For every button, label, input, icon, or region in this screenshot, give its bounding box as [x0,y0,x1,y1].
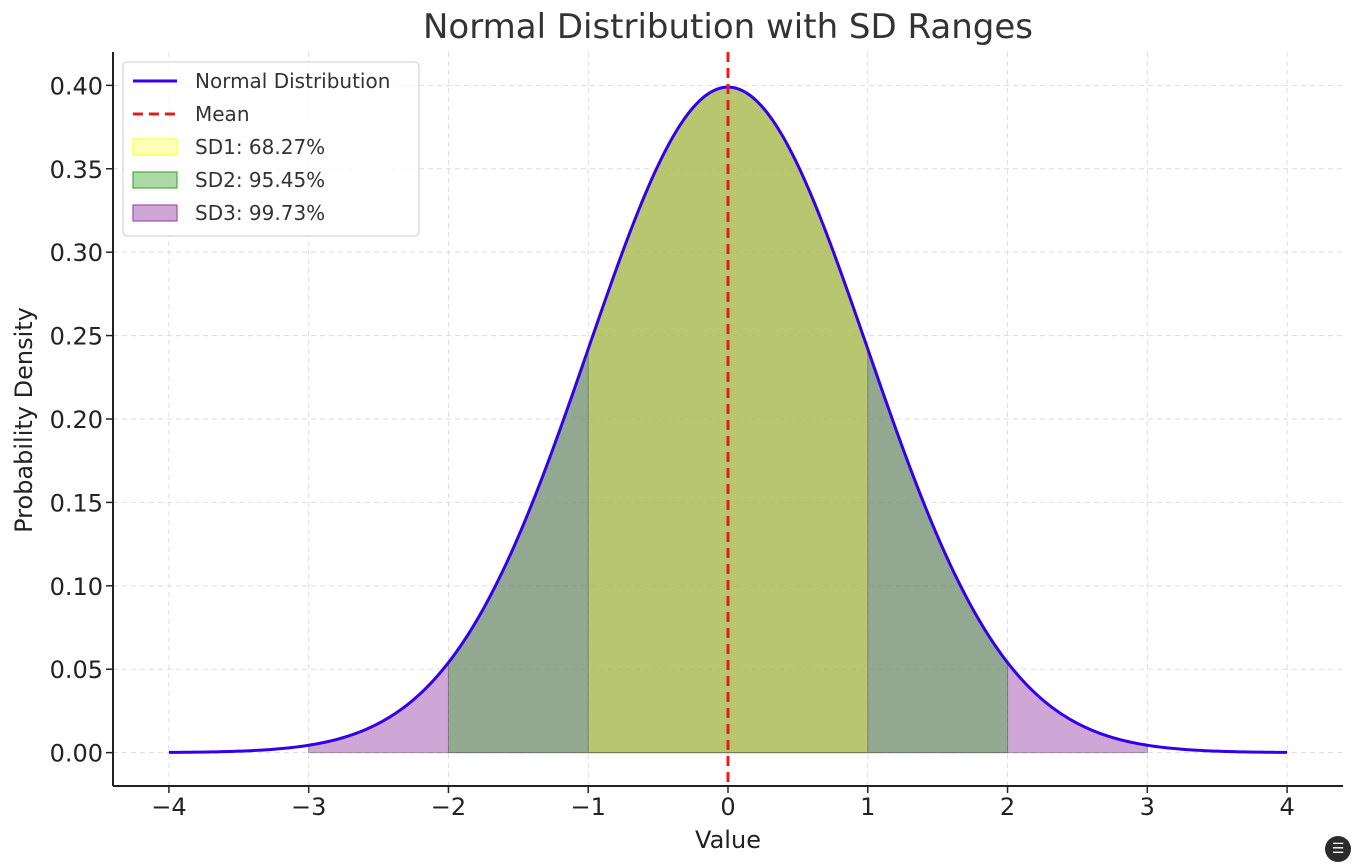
legend-item: Mean [133,102,250,126]
legend-box [122,61,420,237]
x-axis-label: Value [695,826,761,854]
y-tick-label: 0.15 [50,489,103,517]
y-tick-label: 0.20 [50,406,103,434]
chart-title: Normal Distribution with SD Ranges [423,7,1033,47]
legend: Normal Distribution Mean SD1: 68.27% SD2: 9… [122,61,420,237]
y-tick-label: 0.25 [50,323,103,351]
legend-label: SD1: 68.27% [195,135,325,159]
x-tick-label: 4 [1279,793,1294,821]
legend-label: Mean [195,102,250,126]
legend-item: SD3: 99.73% [132,201,325,225]
legend-label: SD2: 95.45% [195,168,325,192]
x-tick-label: −1 [571,793,606,821]
y-ticks: 0.00 0.05 0.10 0.15 0.20 0.25 0.30 0.35 0.40 [50,72,113,768]
y-tick-label: 0.40 [50,72,103,100]
y-tick-label: 0.00 [50,740,103,768]
legend-swatch-patch [132,171,178,189]
legend-swatch-patch [132,138,178,156]
x-tick-label: −3 [291,793,326,821]
legend-label: Normal Distribution [195,69,390,93]
y-tick-label: 0.10 [50,573,103,601]
y-tick-label: 0.05 [50,656,103,684]
legend-label: SD3: 99.73% [195,201,325,225]
legend-swatch-patch [132,204,178,222]
x-tick-label: −2 [431,793,466,821]
legend-item: Normal Distribution [133,69,390,93]
y-tick-label: 0.35 [50,156,103,184]
x-tick-label: 2 [1000,793,1015,821]
x-tick-label: −4 [151,793,186,821]
y-tick-label: 0.30 [50,239,103,267]
chat-icon[interactable]: ☰ [1325,836,1351,862]
x-tick-label: 1 [860,793,875,821]
legend-item: SD1: 68.27% [132,135,325,159]
sd-bands [308,86,1148,754]
legend-item: SD2: 95.45% [132,168,325,192]
x-ticks: −4 −3 −2 −1 0 1 2 3 4 [151,786,1295,821]
x-tick-label: 3 [1140,793,1155,821]
x-tick-label: 0 [720,793,735,821]
y-axis-label: Probability Density [10,307,38,533]
